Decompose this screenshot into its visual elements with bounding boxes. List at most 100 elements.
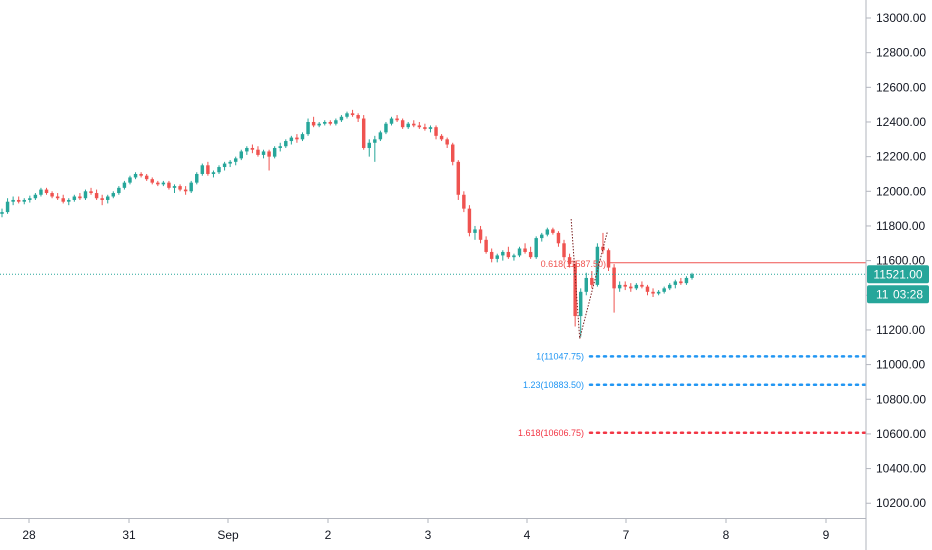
candle [100,194,104,206]
price-tick-label: 10800.00 [876,392,926,406]
candle-body [350,113,355,116]
candle [128,175,132,185]
candle [323,120,327,126]
candle [200,163,205,176]
candle [295,134,299,143]
price-tick-label: 12600.00 [876,80,926,94]
candle-body [334,120,338,124]
fib-label: 1.23(10883.50) [523,380,584,390]
candle [16,196,21,204]
hidden-tick-fragment: 11 [876,287,889,301]
price-tick-label: 12400.00 [876,115,926,129]
candle-body [167,182,171,188]
price-axis[interactable]: 13000.00 12800.00 12600.00 12400.00 12200.00… [866,11,926,510]
candle [551,227,555,235]
candle [651,288,655,298]
candle [189,180,193,194]
candle [300,132,305,142]
countdown-text: 03:28 [893,287,923,301]
candle-body [690,274,694,278]
candle [489,248,494,263]
last-price-box [867,265,929,284]
candle-body [551,229,555,233]
candle-body [233,158,238,162]
candle-body [22,199,26,202]
candle-body [412,123,416,126]
candle [61,194,65,204]
candle [423,123,427,131]
candle [428,125,433,133]
candle-body [590,277,594,285]
candle-body [156,182,160,185]
candle [256,146,260,157]
candle [78,193,82,200]
candle-body [662,288,666,292]
candle-body [55,196,60,199]
candle-body [645,286,650,292]
candle-body [345,113,349,117]
candle-body [562,243,566,258]
candle [55,193,60,200]
candle-body [67,199,71,202]
candle-body [323,121,327,124]
time-axis[interactable]: 28 31 Sep 2 3 4 7 8 9 [22,518,830,542]
candle [133,172,138,180]
candle [384,121,388,135]
candle-body [517,248,522,256]
candle-body [16,199,21,202]
candle-body [217,167,221,173]
candle [289,135,294,145]
countdown-box [867,285,929,304]
candle-body [584,277,588,292]
candle [434,125,438,140]
candle-body [512,255,516,258]
candle [5,198,10,214]
price-tick-label: 11600.00 [876,254,925,268]
fib-label: 0.618(11587.50) [541,259,606,269]
fib-label: 1(11047.75) [536,351,584,361]
candle [512,253,516,261]
candle [94,189,99,200]
time-tick-label: Sep [217,528,239,542]
candle-body [384,123,388,133]
candle [161,180,166,187]
candle-body [144,175,149,180]
candle-body [545,229,550,235]
candle [534,236,538,259]
candle [567,253,572,268]
candle [540,232,544,242]
price-tick-label: 11800.00 [876,219,925,233]
candle-body [673,281,678,285]
candle-body [684,277,689,284]
candle-body [629,286,633,289]
candle [668,283,672,291]
candle [417,121,422,129]
candle-body [72,196,77,200]
candle [156,180,160,187]
candle [451,142,455,166]
candle [445,137,449,148]
candle [623,281,627,291]
candle-body [473,229,477,233]
candle-body [289,137,294,142]
candle-body [656,291,661,294]
candle-body [623,284,627,287]
candle [89,187,93,195]
price-tick-label: 11000.00 [876,358,925,372]
candle [467,205,472,237]
price-tick-label: 10400.00 [876,462,926,476]
candle-body [606,250,611,268]
candle-body [495,255,499,259]
candle-body [595,246,600,285]
candle-body [478,229,483,240]
candle [495,253,499,263]
time-tick-label: 31 [122,528,136,542]
candle-body [328,121,333,124]
time-tick-label: 9 [823,528,830,542]
candle [373,135,377,162]
candle [33,193,38,200]
candle [673,279,678,289]
candle-body [245,147,249,152]
